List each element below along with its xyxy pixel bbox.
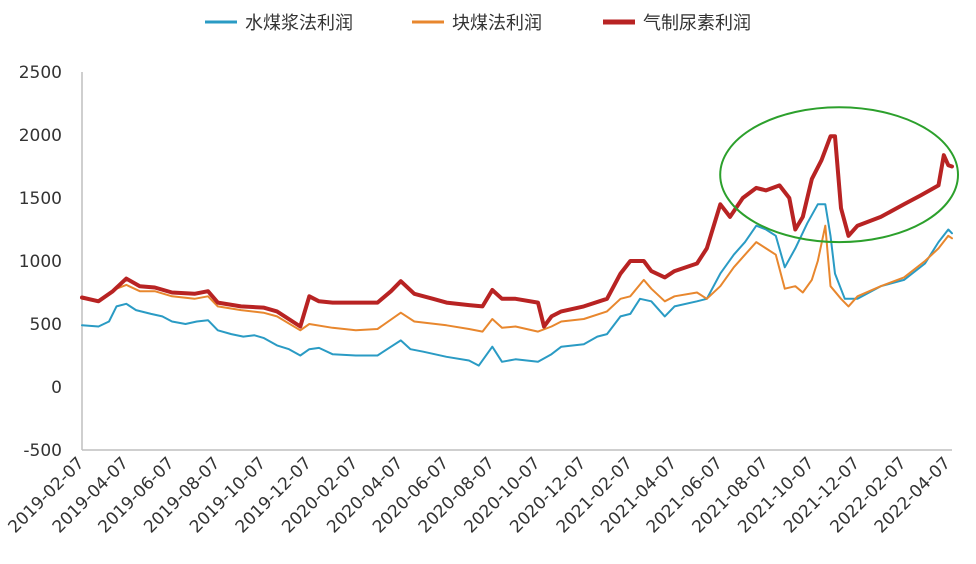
legend-label: 水煤浆法利润 bbox=[245, 13, 353, 34]
y-tick-label: 500 bbox=[30, 315, 62, 335]
series-layer bbox=[80, 134, 954, 367]
y-tick-label: 2000 bbox=[19, 126, 62, 146]
highlight-ellipse bbox=[719, 106, 959, 244]
legend-label: 气制尿素利润 bbox=[643, 13, 751, 34]
series-line-1 bbox=[81, 203, 953, 367]
y-tick-label: 1500 bbox=[19, 189, 62, 209]
legend-label: 块煤法利润 bbox=[452, 13, 542, 34]
legend: 水煤浆法利润 块煤法利润 气制尿素利润 bbox=[205, 13, 751, 34]
x-axis-tick-labels: 2019-02-072019-04-072019-06-072019-08-07… bbox=[5, 453, 955, 537]
series-line-3 bbox=[80, 134, 954, 329]
y-tick-label: -500 bbox=[23, 441, 62, 461]
series-line-2 bbox=[81, 224, 953, 333]
y-tick-label: 1000 bbox=[19, 252, 62, 272]
y-tick-label: 2500 bbox=[19, 63, 62, 83]
y-tick-label: 0 bbox=[51, 378, 62, 398]
y-axis-tick-labels: -500 0 500 1000 1500 2000 2500 bbox=[19, 63, 62, 461]
